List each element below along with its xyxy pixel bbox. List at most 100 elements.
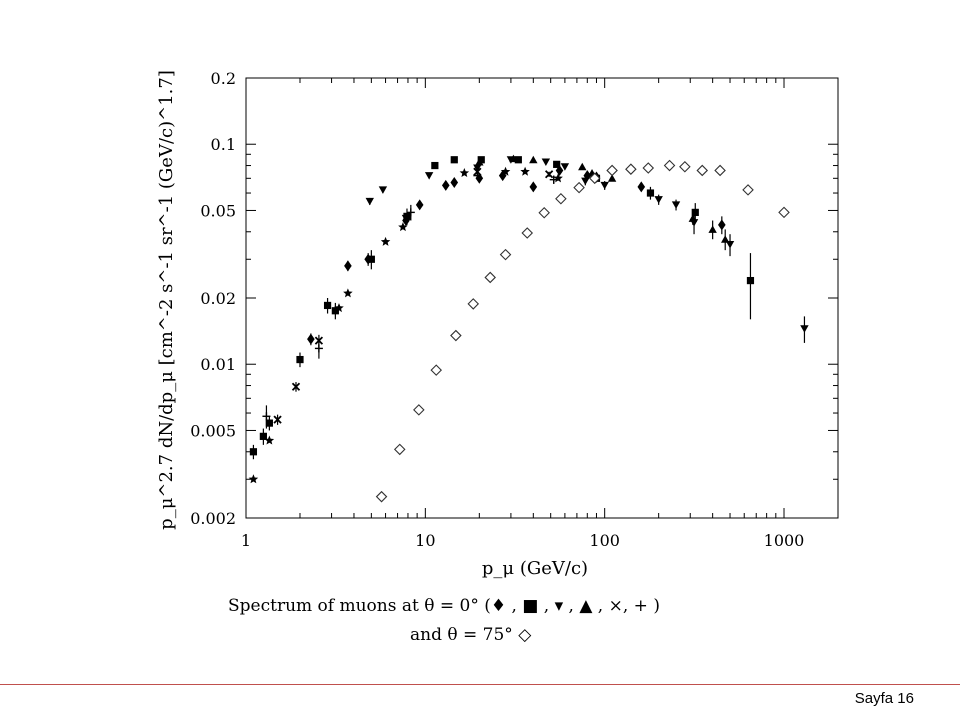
data-point-open-diamond [393, 443, 406, 456]
data-point-diamond [344, 260, 352, 272]
data-point-triangle-up [475, 158, 484, 166]
data-point-square [331, 307, 339, 315]
figure-caption-line-2: and θ = 75° ◇ [410, 625, 532, 645]
data-point-diamond [529, 181, 538, 193]
figure-caption-line-1: Spectrum of muons at θ = 0° (♦ , ■ , ▾ ,… [228, 596, 660, 616]
data-point-open-diamond [742, 184, 754, 196]
data-point-square [367, 255, 375, 263]
y-tick-labels: 0.002 0.005 0.01 0.02 0.05 0.1 0.2 [190, 69, 236, 528]
data-point-star [520, 166, 530, 176]
data-point-star [264, 435, 275, 445]
plot-frame [245, 77, 839, 519]
data-point-open-diamond [679, 160, 691, 173]
x-tick-label: 1 [241, 531, 251, 550]
data-point-triangle-up [509, 154, 518, 163]
data-point-square [249, 448, 258, 456]
data-point-plus [262, 412, 271, 421]
data-point-cross [273, 415, 282, 424]
data-point-triangle-up [708, 225, 717, 233]
data-point-open-diamond [588, 172, 601, 185]
data-point-open-diamond [606, 164, 618, 177]
data-point-open-diamond [499, 248, 512, 261]
data-point-triangle-up [578, 162, 587, 171]
data-point-triangle-down [725, 241, 735, 249]
y-tick-label: 0.1 [211, 135, 236, 154]
data-point-diamond [415, 199, 424, 211]
data-point-diamond [555, 164, 564, 176]
data-point-triangle-down [600, 181, 609, 190]
data-point-open-diamond [714, 164, 726, 177]
data-point-open-diamond [484, 271, 496, 284]
x-axis-title: p_μ (GeV/c) [482, 558, 588, 579]
data-point-open-diamond [778, 206, 790, 219]
data-point-open-diamond [573, 181, 585, 194]
data-point-triangle-down [473, 164, 482, 172]
data-point-triangle-down [365, 197, 374, 206]
data-point-plus [473, 171, 482, 180]
y-tick-label: 0.002 [190, 509, 236, 528]
data-point-triangle-up [721, 235, 730, 243]
data-point-triangle-down [654, 196, 663, 204]
data-point-square [431, 161, 439, 170]
data-points [248, 154, 809, 503]
data-point-star [380, 236, 391, 246]
axis-ticks [245, 77, 839, 519]
data-point-square [646, 189, 655, 197]
x-tick-label: 100 [589, 531, 620, 550]
data-point-star [334, 303, 344, 313]
x-tick-label: 10 [415, 531, 435, 550]
data-point-star [398, 222, 408, 232]
data-point-square [450, 156, 458, 164]
data-point-open-diamond [467, 298, 480, 310]
data-point-triangle-down [581, 177, 590, 186]
data-point-square [477, 156, 485, 164]
data-point-plus [406, 208, 415, 217]
data-point-diamond [637, 181, 646, 193]
data-point-open-diamond [430, 364, 443, 376]
data-point-triangle-up [607, 174, 617, 182]
y-tick-label: 0.01 [200, 355, 236, 374]
data-point-triangle-down [800, 325, 809, 333]
data-point-open-diamond [538, 206, 550, 219]
data-point-open-diamond [696, 164, 709, 177]
y-axis-title: p_μ^2.7 dN/dp_μ [cm^-2 s^-1 sr^-1 (GeV/c… [156, 70, 177, 530]
y-tick-label: 0.05 [200, 201, 236, 220]
data-point-triangle-up [688, 214, 697, 222]
y-tick-label: 0.2 [211, 69, 236, 88]
data-point-square [691, 208, 699, 216]
data-point-triangle-down [671, 201, 681, 209]
data-point-diamond [718, 219, 726, 231]
data-point-square [259, 432, 267, 440]
data-point-open-diamond [642, 162, 655, 174]
x-tick-label: 1000 [764, 531, 805, 550]
data-point-triangle-down [424, 172, 434, 180]
data-point-open-diamond [375, 490, 388, 503]
data-point-plus [314, 344, 323, 353]
data-point-star [459, 168, 470, 178]
data-point-open-diamond [625, 163, 637, 175]
data-point-diamond [441, 179, 450, 191]
data-point-star [248, 474, 259, 484]
data-point-open-diamond [450, 329, 462, 342]
data-point-triangle-down [401, 214, 411, 223]
x-tick-labels: 1 10 100 1000 [241, 531, 804, 550]
data-point-square [514, 156, 522, 164]
data-point-square [296, 355, 304, 364]
y-tick-label: 0.005 [190, 421, 236, 440]
data-point-square [746, 276, 755, 285]
data-point-triangle-down [541, 158, 551, 167]
data-point-cross [544, 170, 554, 179]
data-point-triangle-up [529, 155, 538, 164]
data-point-open-diamond [413, 404, 425, 416]
data-point-triangle-down [378, 186, 388, 194]
data-point-diamond [307, 333, 315, 345]
data-point-diamond [450, 176, 459, 188]
y-tick-label: 0.02 [200, 289, 236, 308]
data-point-star [343, 288, 353, 298]
data-point-open-diamond [555, 192, 567, 205]
data-point-square [265, 419, 273, 427]
data-point-open-diamond [521, 227, 534, 239]
data-point-square [323, 301, 332, 310]
data-point-star [553, 173, 563, 183]
